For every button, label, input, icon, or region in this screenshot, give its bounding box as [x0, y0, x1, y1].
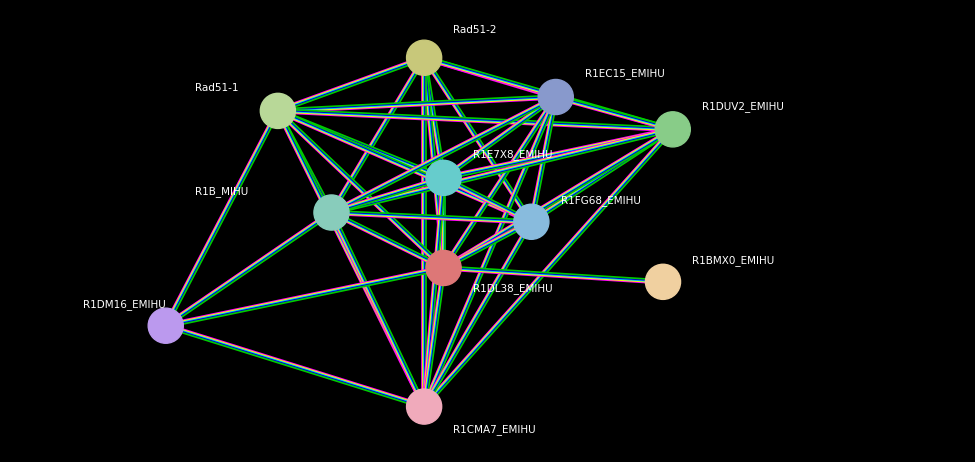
Text: R1BMX0_EMIHU: R1BMX0_EMIHU: [692, 255, 774, 267]
Ellipse shape: [655, 112, 690, 147]
Ellipse shape: [426, 160, 461, 195]
Text: R1CMA7_EMIHU: R1CMA7_EMIHU: [453, 424, 536, 435]
Ellipse shape: [426, 250, 461, 286]
Ellipse shape: [148, 308, 183, 343]
Ellipse shape: [538, 79, 573, 115]
Text: R1FG68_EMIHU: R1FG68_EMIHU: [561, 195, 641, 207]
Text: R1DL38_EMIHU: R1DL38_EMIHU: [473, 283, 553, 294]
Ellipse shape: [260, 93, 295, 128]
Text: R1DUV2_EMIHU: R1DUV2_EMIHU: [702, 101, 784, 112]
Ellipse shape: [407, 389, 442, 424]
Ellipse shape: [407, 40, 442, 75]
Ellipse shape: [645, 264, 681, 299]
Text: R1B⁠_MIHU: R1B⁠_MIHU: [195, 186, 249, 197]
Text: R1DM16_EMIHU: R1DM16_EMIHU: [83, 299, 166, 310]
Text: Rad51-1: Rad51-1: [195, 83, 239, 93]
Text: R1EC15_EMIHU: R1EC15_EMIHU: [585, 68, 665, 79]
Text: R1E7X8_EMIHU: R1E7X8_EMIHU: [473, 149, 553, 160]
Ellipse shape: [514, 204, 549, 239]
Text: Rad51-2: Rad51-2: [453, 25, 497, 35]
Ellipse shape: [314, 195, 349, 230]
